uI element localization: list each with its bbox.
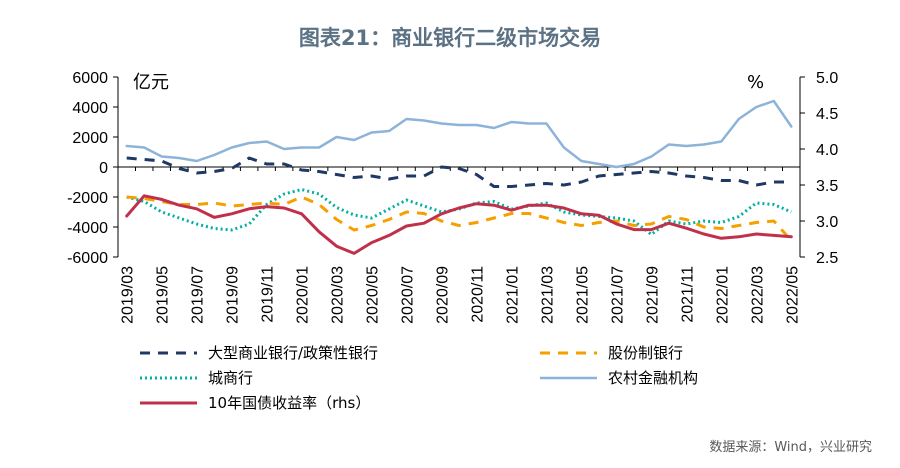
left-tick-label: -6000 — [67, 250, 108, 267]
left-tick-label: 2000 — [72, 130, 108, 147]
right-tick-label: 4.0 — [816, 142, 838, 159]
left-tick-label: -4000 — [67, 220, 108, 237]
x-tick-label: 2020/05 — [365, 266, 382, 324]
left-tick-label: -2000 — [67, 190, 108, 207]
source-note: 数据来源：Wind，兴业研究 — [709, 440, 872, 455]
x-tick-label: 2020/09 — [435, 266, 452, 324]
x-tick-label: 2022/05 — [784, 266, 801, 324]
legend-label: 10年国债收益率（rhs） — [208, 394, 370, 412]
x-tick-label: 2022/03 — [749, 266, 766, 324]
right-tick-label: 2.5 — [816, 250, 838, 267]
x-tick-label: 2020/01 — [295, 266, 312, 324]
plot-layer — [125, 99, 793, 255]
x-tick-label: 2019/07 — [190, 266, 207, 324]
x-tick-label: 2022/01 — [714, 266, 731, 324]
legend-label: 大型商业银行/政策性银行 — [208, 344, 378, 362]
x-tick-label: 2019/03 — [120, 266, 137, 324]
x-tick-label: 2021/07 — [609, 266, 626, 324]
x-tick-label: 2021/03 — [539, 266, 556, 324]
x-tick-label: 2021/09 — [644, 266, 661, 324]
legend-label: 股份制银行 — [608, 344, 683, 362]
series-line — [125, 194, 793, 255]
x-tick-label: 2019/05 — [155, 266, 172, 324]
x-tick-label: 2020/03 — [330, 266, 347, 324]
right-tick-label: 4.5 — [816, 106, 838, 123]
right-axis-unit: % — [747, 72, 764, 93]
right-tick-label: 5.0 — [816, 70, 838, 87]
x-tick-label: 2020/07 — [400, 266, 417, 324]
left-tick-label: 6000 — [72, 70, 108, 87]
chart-title: 图表21：商业银行二级市场交易 — [298, 26, 602, 50]
right-tick-label: 3.5 — [816, 178, 838, 195]
x-tick-label: 2021/01 — [504, 266, 521, 324]
series-line — [125, 99, 793, 169]
series-line — [126, 156, 792, 188]
legend-label: 城商行 — [208, 369, 253, 387]
x-tick-label: 2019/11 — [260, 266, 277, 323]
x-tick-label: 2021/11 — [679, 266, 696, 323]
left-tick-label: 0 — [99, 160, 108, 177]
right-tick-label: 3.0 — [816, 214, 838, 231]
x-tick-label: 2021/05 — [574, 266, 591, 324]
x-tick-label: 2020/11 — [469, 266, 486, 323]
legend-label: 农村金融机构 — [608, 369, 698, 387]
left-axis-unit: 亿元 — [133, 72, 169, 93]
series-line — [126, 195, 793, 242]
axes-layer: 6000 4000 2000 0 -2000 -4000 -6000 5.0 4.5 4.0 3.5… — [67, 70, 838, 324]
series-line — [126, 188, 792, 236]
left-tick-label: 4000 — [72, 100, 108, 117]
x-tick-label: 2019/09 — [225, 266, 242, 324]
